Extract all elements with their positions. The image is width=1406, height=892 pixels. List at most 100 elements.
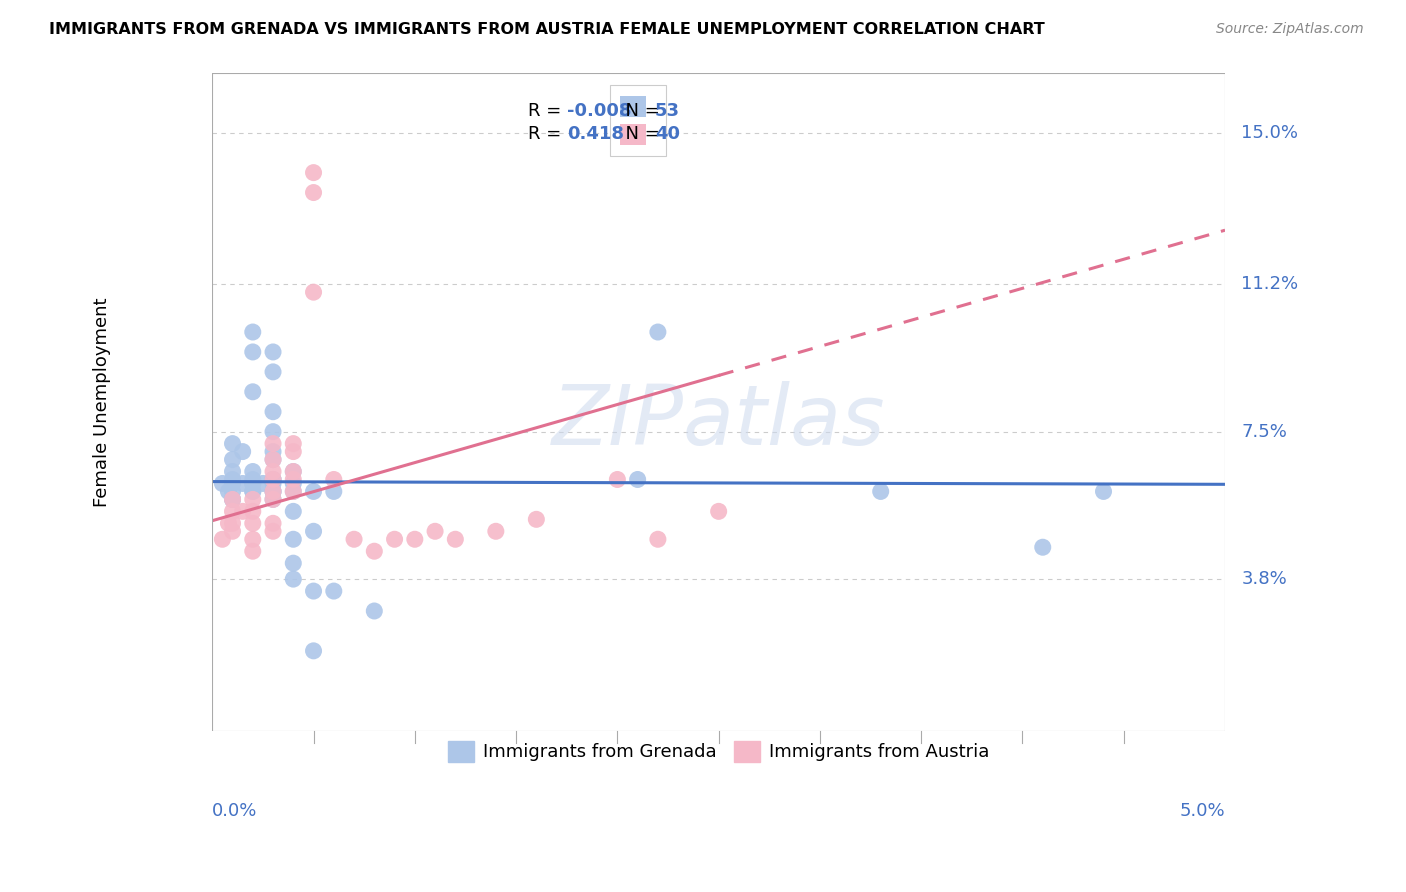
Point [322, 473, 344, 487]
Point [1092, 484, 1115, 499]
Text: N =: N = [614, 125, 666, 143]
Point [221, 452, 243, 467]
Text: N =: N = [614, 102, 666, 120]
Point [232, 476, 254, 491]
Point [283, 436, 305, 450]
Point [262, 484, 284, 499]
Point [283, 504, 305, 518]
Point [221, 436, 243, 450]
Point [485, 524, 508, 539]
Point [221, 504, 243, 518]
Point [217, 516, 239, 531]
Point [232, 444, 254, 458]
Text: 0.418: 0.418 [567, 125, 624, 143]
Point [647, 533, 669, 547]
Point [242, 504, 264, 518]
Point [262, 465, 284, 479]
Point [262, 444, 284, 458]
Point [302, 186, 325, 200]
Point [221, 524, 243, 539]
Point [363, 604, 385, 618]
Point [221, 476, 243, 491]
Point [242, 473, 264, 487]
Text: 40: 40 [655, 125, 681, 143]
Point [242, 345, 264, 359]
Point [262, 476, 284, 491]
Point [302, 524, 325, 539]
Text: R =: R = [529, 125, 567, 143]
Point [242, 533, 264, 547]
Point [242, 325, 264, 339]
Point [869, 484, 891, 499]
Point [302, 166, 325, 180]
Text: 7.5%: 7.5% [1241, 423, 1286, 441]
Point [283, 465, 305, 479]
Point [242, 484, 264, 499]
Point [242, 465, 264, 479]
Point [221, 516, 243, 531]
Point [242, 492, 264, 507]
Text: -0.008: -0.008 [567, 102, 631, 120]
Point [322, 584, 344, 599]
Point [302, 584, 325, 599]
Point [627, 473, 650, 487]
Point [384, 533, 406, 547]
Point [252, 476, 274, 491]
Text: 3.8%: 3.8% [1241, 570, 1286, 588]
Point [606, 473, 628, 487]
Point [283, 465, 305, 479]
Point [707, 504, 730, 518]
Point [262, 524, 284, 539]
Point [211, 533, 233, 547]
Point [242, 384, 264, 399]
Point [283, 476, 305, 491]
Point [221, 484, 243, 499]
Point [221, 492, 243, 507]
Point [283, 444, 305, 458]
Point [221, 473, 243, 487]
Point [262, 365, 284, 379]
Text: 0.0%: 0.0% [212, 802, 257, 821]
Point [221, 465, 243, 479]
Text: ZIPatlas: ZIPatlas [551, 381, 886, 462]
Point [363, 544, 385, 558]
Point [221, 492, 243, 507]
Text: R =: R = [529, 102, 567, 120]
Point [262, 492, 284, 507]
Text: 15.0%: 15.0% [1241, 124, 1298, 142]
Point [211, 476, 233, 491]
Point [262, 492, 284, 507]
Point [302, 285, 325, 300]
Point [647, 325, 669, 339]
Point [302, 484, 325, 499]
Point [283, 484, 305, 499]
Point [262, 345, 284, 359]
Point [524, 512, 547, 526]
Point [343, 533, 366, 547]
Text: Female Unemployment: Female Unemployment [93, 297, 111, 507]
Text: Source: ZipAtlas.com: Source: ZipAtlas.com [1216, 22, 1364, 37]
Point [283, 473, 305, 487]
Point [262, 484, 284, 499]
Point [262, 436, 284, 450]
Point [221, 492, 243, 507]
Point [322, 484, 344, 499]
Point [283, 556, 305, 570]
Point [283, 572, 305, 586]
Point [242, 476, 264, 491]
Point [232, 504, 254, 518]
Point [283, 533, 305, 547]
Point [262, 452, 284, 467]
Text: 11.2%: 11.2% [1241, 276, 1298, 293]
Point [262, 452, 284, 467]
Point [217, 484, 239, 499]
Text: 5.0%: 5.0% [1180, 802, 1225, 821]
Point [262, 473, 284, 487]
Point [262, 516, 284, 531]
Point [444, 533, 467, 547]
Point [262, 473, 284, 487]
Point [262, 473, 284, 487]
Point [262, 484, 284, 499]
Point [302, 644, 325, 658]
Text: IMMIGRANTS FROM GRENADA VS IMMIGRANTS FROM AUSTRIA FEMALE UNEMPLOYMENT CORRELATI: IMMIGRANTS FROM GRENADA VS IMMIGRANTS FR… [49, 22, 1045, 37]
